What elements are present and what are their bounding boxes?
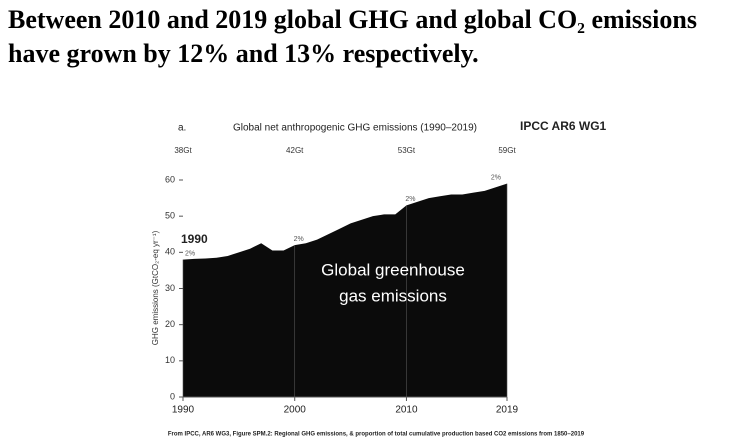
start-annotation: 1990 (181, 232, 208, 246)
total-label: 53Gt (398, 146, 416, 155)
share-label: 2% (294, 236, 304, 243)
x-tick-label: 2019 (496, 405, 519, 416)
overlay-text: Global greenhouse (321, 260, 465, 279)
y-axis-label: GHG emissions (GtCO₂-eq yr⁻¹) (151, 230, 160, 345)
share-label: 2% (491, 174, 501, 181)
y-tick-label: 60 (165, 174, 175, 184)
emissions-area (183, 183, 507, 397)
share-label: 2% (405, 196, 415, 203)
y-tick-label: 30 (165, 283, 175, 293)
y-tick-label: 40 (165, 247, 175, 257)
y-tick-label: 50 (165, 211, 175, 221)
footer: From IPCC, AR6 WG3, Figure SPM.2: Region… (168, 432, 585, 438)
total-label: 59Gt (498, 146, 516, 155)
x-tick-label: 1990 (172, 405, 195, 416)
x-tick-label: 2000 (284, 405, 307, 416)
source-tag: IPCC AR6 WG1 (520, 119, 607, 133)
panel-label: a. (178, 123, 186, 134)
x-tick-label: 2010 (395, 405, 418, 416)
y-tick-label: 10 (165, 355, 175, 365)
share-label: 2% (185, 250, 195, 257)
slide-title: Between 2010 and 2019 global GHG and glo… (8, 5, 697, 34)
overlay-text: gas emissions (339, 286, 447, 305)
total-label: 38Gt (174, 146, 192, 155)
total-label: 42Gt (286, 146, 304, 155)
slide-title: have grown by 12% and 13% respectively. (8, 39, 479, 68)
y-tick-label: 0 (170, 391, 175, 401)
y-tick-label: 20 (165, 319, 175, 329)
chart-title: Global net anthropogenic GHG emissions (… (233, 123, 477, 134)
